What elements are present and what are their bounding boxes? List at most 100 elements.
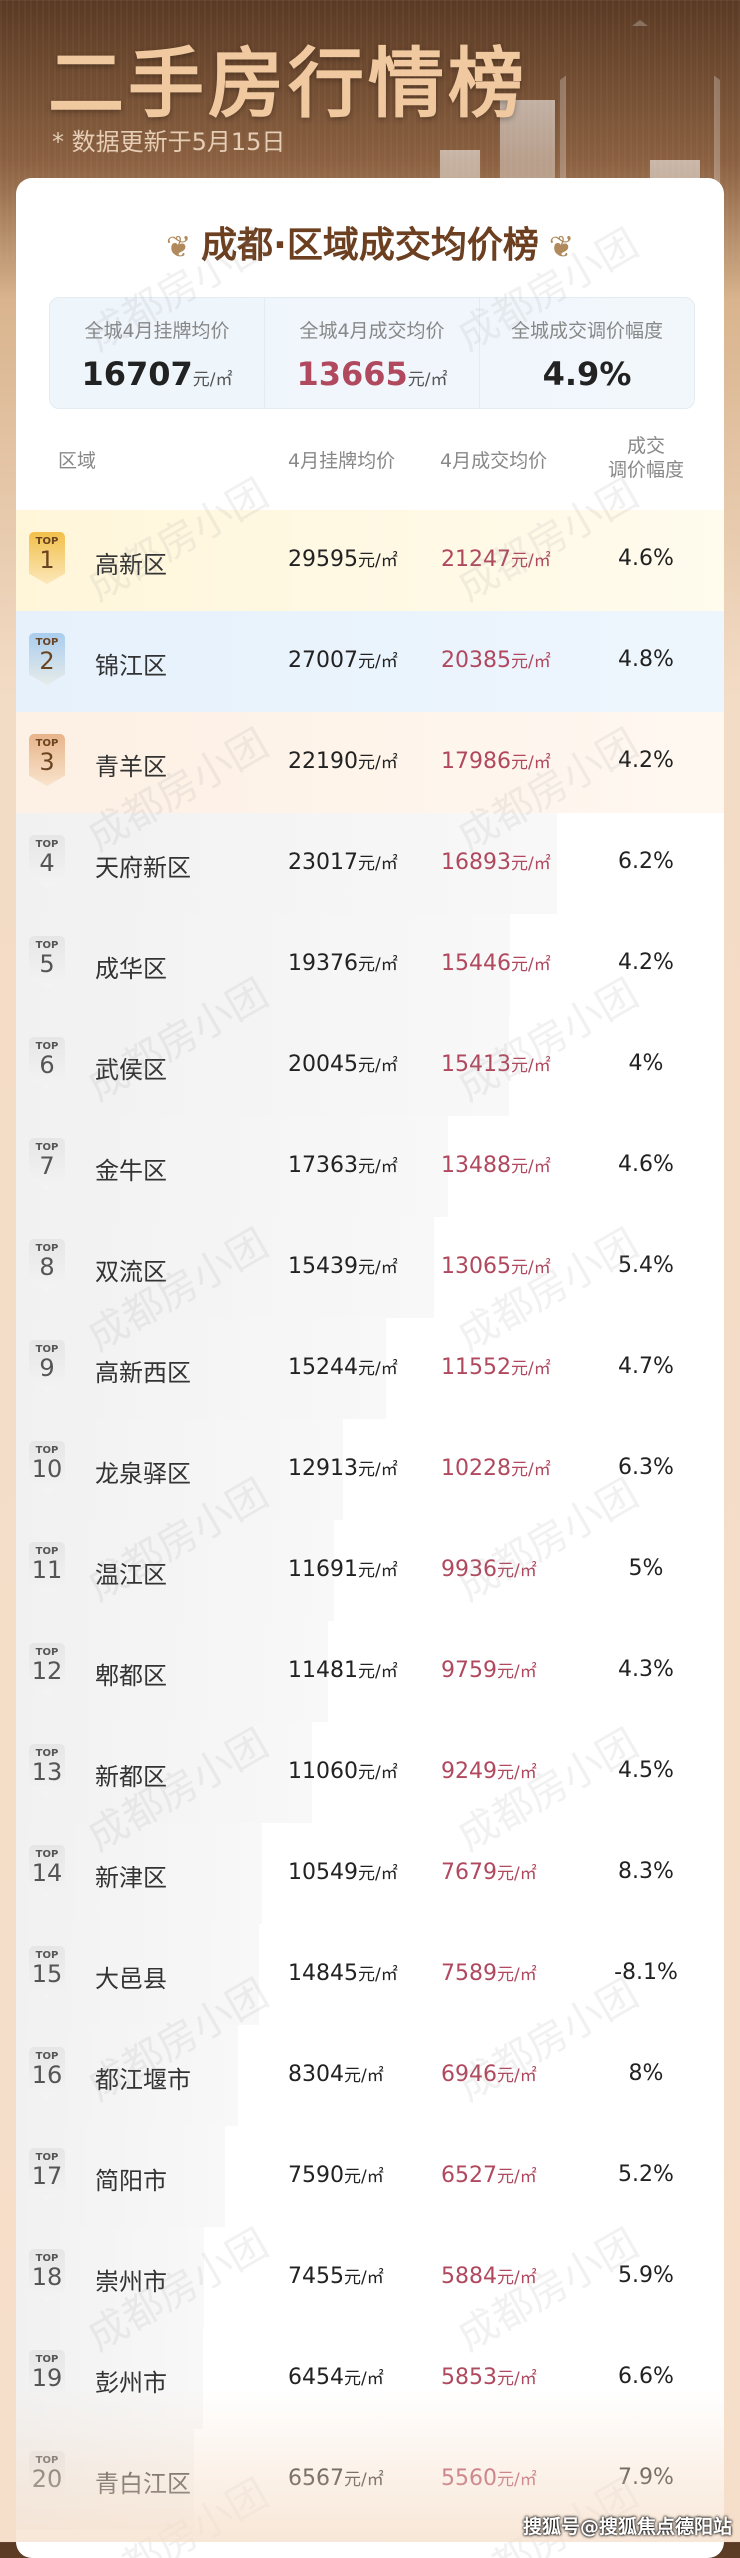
summary-deal: 全城4月成交均价 13665元/㎡ [265, 298, 480, 408]
summary-change: 全城成交调价幅度 4.9% [480, 298, 694, 408]
rank-badge: TOP 11 [29, 1542, 65, 1594]
table-row: TOP 14 新津区 10549元/㎡ 7679元/㎡ 8.3% [16, 1823, 724, 1924]
listing-price: 14845元/㎡ [288, 1960, 398, 1986]
listing-price-value: 17363 [288, 1153, 358, 1178]
rank-number: 18 [31, 2263, 63, 2291]
listing-price-value: 11691 [288, 1557, 358, 1582]
price-unit: 元/㎡ [511, 1460, 551, 1480]
deal-price-value: 11552 [441, 1355, 511, 1380]
deal-price-value: 6946 [441, 2062, 497, 2087]
deal-price-bar [16, 1217, 435, 1318]
table-row: TOP 15 大邑县 14845元/㎡ 7589元/㎡ -8.1% [16, 1924, 724, 2025]
listing-price-value: 15439 [288, 1254, 358, 1279]
region-name: 简阳市 [95, 2167, 167, 2195]
region-name: 都江堰市 [95, 2066, 191, 2094]
column-header-change: 成交 调价幅度 [607, 435, 684, 481]
region-name: 龙泉驿区 [95, 1460, 191, 1488]
deal-price: 21247元/㎡ [441, 546, 551, 572]
region-name: 崇州市 [95, 2268, 167, 2296]
rank-badge: TOP 9 [29, 1340, 65, 1392]
price-unit: 元/㎡ [511, 652, 551, 672]
rank-badge-prefix: TOP [35, 738, 59, 749]
price-unit: 元/㎡ [511, 1157, 551, 1177]
rank-number: 15 [31, 1960, 63, 1988]
price-unit: 元/㎡ [358, 854, 398, 874]
table-row: TOP 6 武侯区 20045元/㎡ 15413元/㎡ 4% [16, 1015, 724, 1116]
price-unit: 元/㎡ [358, 1157, 398, 1177]
city-summary: 全城4月挂牌均价 16707元/㎡ 全城4月成交均价 13665元/㎡ 全城成交… [49, 297, 695, 409]
deal-price-value: 20385 [441, 648, 511, 673]
rank-badge-prefix: TOP [35, 1546, 59, 1557]
rank-badge: TOP 3 [29, 734, 65, 786]
price-change: -8.1% [614, 1960, 678, 1985]
price-change: 4.3% [618, 1657, 674, 1682]
deal-price-value: 17986 [441, 749, 511, 774]
listing-price-value: 23017 [288, 850, 358, 875]
table-row: TOP 17 简阳市 7590元/㎡ 6527元/㎡ 5.2% [16, 2126, 724, 2227]
listing-price: 8304元/㎡ [288, 2061, 384, 2087]
rank-badge-prefix: TOP [35, 1849, 59, 1860]
region-name: 彭州市 [95, 2369, 167, 2397]
rank-badge: TOP 6 [29, 1037, 65, 1089]
column-header-region: 区域 [58, 450, 97, 472]
price-unit: 元/㎡ [358, 753, 398, 773]
ranking-card: ❦ 成都·区域成交均价榜 ❦ 全城4月挂牌均价 16707元/㎡ 全城4月成交均价 … [16, 178, 724, 2558]
rank-number: 5 [39, 950, 55, 978]
rank-badge-prefix: TOP [35, 1647, 59, 1658]
price-change: 4.8% [618, 647, 674, 672]
price-change: 4.7% [618, 1354, 674, 1379]
deal-price-value: 7589 [441, 1961, 497, 1986]
region-name: 锦江区 [95, 652, 167, 680]
table-row: TOP 18 崇州市 7455元/㎡ 5884元/㎡ 5.9% [16, 2227, 724, 2328]
listing-price: 23017元/㎡ [288, 849, 398, 875]
listing-price-value: 15244 [288, 1355, 358, 1380]
listing-price: 19376元/㎡ [288, 950, 398, 976]
region-name: 温江区 [95, 1561, 167, 1589]
price-unit: 元/㎡ [497, 2066, 537, 2086]
deal-price: 7589元/㎡ [441, 1960, 537, 1986]
deal-price-value: 6527 [441, 2163, 497, 2188]
listing-price: 6567元/㎡ [288, 2465, 384, 2491]
deal-price-bar [16, 1116, 448, 1217]
rank-badge-prefix: TOP [35, 1950, 59, 1961]
rank-number: 9 [39, 1354, 55, 1382]
deal-price-value: 7679 [441, 1860, 497, 1885]
rank-badge-prefix: TOP [35, 1041, 59, 1052]
rank-badge-prefix: TOP [35, 1344, 59, 1355]
deal-price: 5853元/㎡ [441, 2364, 537, 2390]
price-unit: 元/㎡ [511, 551, 551, 571]
table-row: TOP 16 都江堰市 8304元/㎡ 6946元/㎡ 8% [16, 2025, 724, 2126]
price-unit: 元/㎡ [511, 854, 551, 874]
region-name: 武侯区 [95, 1056, 167, 1084]
listing-price: 7590元/㎡ [288, 2162, 384, 2188]
page-title: 二手房行情榜 [48, 39, 528, 128]
region-name: 高新西区 [95, 1359, 191, 1387]
deal-price-bar [16, 1318, 386, 1419]
deal-price-value: 5560 [441, 2466, 497, 2491]
listing-price-value: 14845 [288, 1961, 358, 1986]
rank-number: 3 [39, 748, 55, 776]
table-row: TOP 3 青羊区 22190元/㎡ 17986元/㎡ 4.2% [16, 712, 724, 813]
update-note: * 数据更新于5月15日 [52, 128, 286, 156]
price-unit: 元/㎡ [358, 652, 398, 672]
rank-badge-prefix: TOP [35, 2354, 59, 2365]
region-name: 金牛区 [95, 1157, 167, 1185]
listing-price-value: 11481 [288, 1658, 358, 1683]
listing-price: 29595元/㎡ [288, 546, 398, 572]
summary-value: 16707 [81, 355, 193, 393]
price-unit: 元/㎡ [344, 2066, 384, 2086]
deal-price-bar [16, 1520, 334, 1621]
region-name: 新都区 [95, 1763, 167, 1791]
rank-number: 2 [39, 647, 55, 675]
deal-price: 5560元/㎡ [441, 2465, 537, 2491]
deal-price-value: 9759 [441, 1658, 497, 1683]
deal-price-value: 16893 [441, 850, 511, 875]
table-row: TOP 4 天府新区 23017元/㎡ 16893元/㎡ 6.2% [16, 813, 724, 914]
price-unit: 元/㎡ [497, 2369, 537, 2389]
region-name: 高新区 [95, 551, 167, 579]
price-unit: 元/㎡ [497, 2470, 537, 2490]
region-name: 新津区 [95, 1864, 167, 1892]
region-name: 成华区 [95, 955, 167, 983]
rank-number: 11 [31, 1556, 63, 1584]
price-change: 8% [628, 2061, 664, 2086]
